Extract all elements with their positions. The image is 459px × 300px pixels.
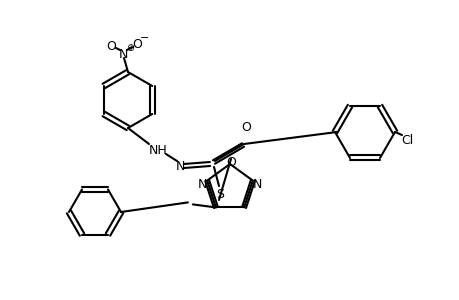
Text: O: O	[241, 121, 251, 134]
Text: O: O	[225, 155, 235, 169]
Text: Cl: Cl	[400, 134, 412, 146]
Text: O: O	[132, 38, 142, 50]
Text: N: N	[252, 178, 262, 191]
Text: N: N	[197, 178, 207, 191]
Text: N: N	[118, 47, 128, 61]
Text: NH: NH	[148, 143, 167, 157]
Text: O: O	[106, 40, 116, 52]
Text: −: −	[140, 33, 149, 43]
Text: N: N	[175, 160, 184, 172]
Text: ⊕: ⊕	[126, 43, 134, 53]
Text: S: S	[216, 188, 224, 200]
